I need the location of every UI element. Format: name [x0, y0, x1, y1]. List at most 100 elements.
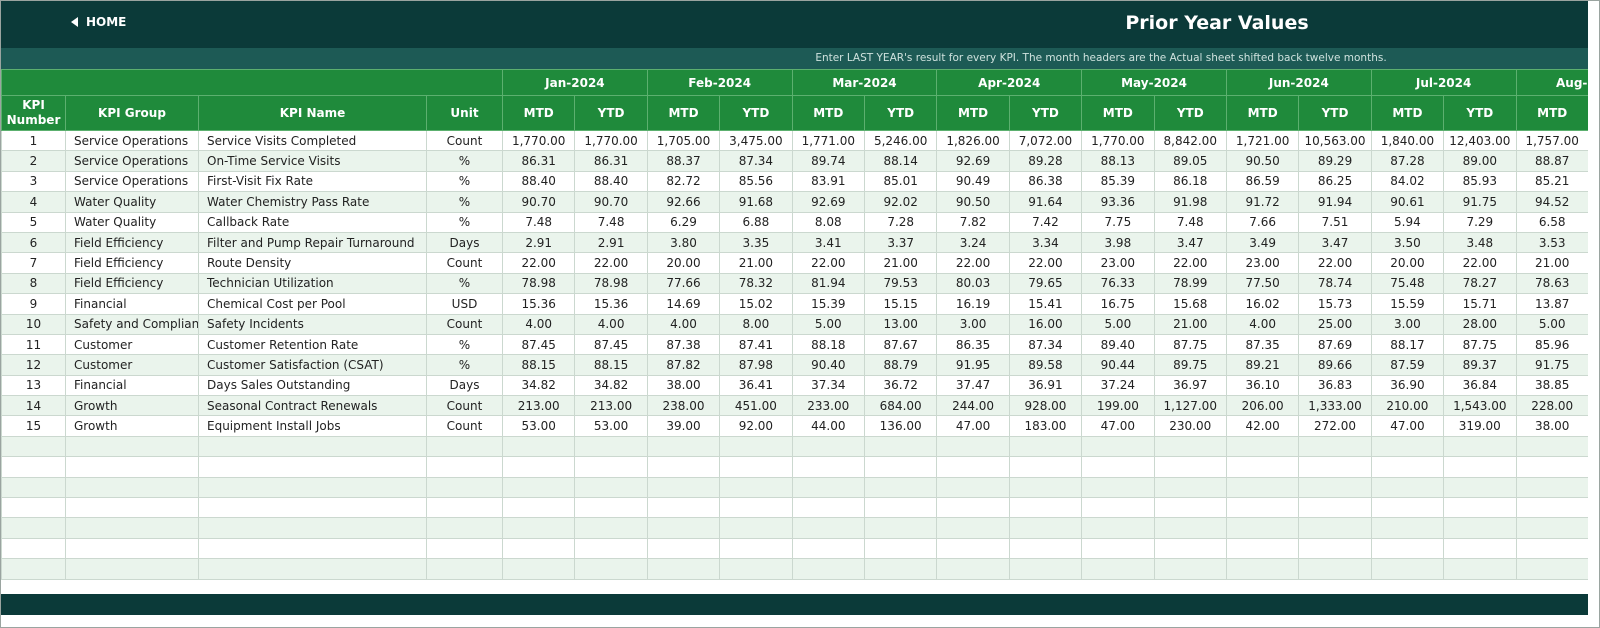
value-cell: 16.02 — [1225, 293, 1300, 315]
value-cell: 85.56 — [719, 170, 793, 193]
empty-cell — [1008, 435, 1083, 458]
column-header: YTD — [1298, 95, 1372, 131]
empty-cell — [936, 517, 1010, 539]
value-cell: 34.82 — [574, 374, 648, 397]
unit: % — [426, 333, 503, 356]
value-cell: 22.00 — [501, 252, 576, 274]
empty-cell — [863, 517, 938, 539]
value-cell: 90.50 — [1225, 150, 1300, 172]
value-cell: 85.96 — [1515, 333, 1588, 356]
value-cell: 684.00 — [863, 395, 938, 417]
kpi-number: 11 — [1, 333, 66, 356]
value-cell: 15.68 — [1153, 293, 1227, 315]
empty-cell — [1298, 435, 1372, 458]
empty-cell — [719, 456, 793, 478]
value-cell: 91.72 — [1225, 191, 1300, 213]
value-cell: 3.00 — [936, 313, 1010, 335]
value-cell: 82.72 — [646, 170, 721, 193]
value-cell: 89.29 — [1298, 150, 1372, 172]
value-cell: 79.53 — [863, 272, 938, 295]
empty-cell — [1225, 497, 1300, 519]
home-label[interactable]: HOME — [86, 15, 127, 29]
value-cell: 91.75 — [1515, 354, 1588, 376]
bottom-bar — [1, 594, 1588, 615]
value-cell: 21.00 — [1515, 252, 1588, 274]
empty-cell — [719, 517, 793, 539]
value-cell: 15.02 — [719, 293, 793, 315]
data-row: 7 Field Efficiency Route Density Count 22.00… — [1, 252, 1588, 274]
empty-cell — [1515, 435, 1588, 458]
value-cell: 4.00 — [574, 313, 648, 335]
empty-cell — [1515, 558, 1588, 580]
empty-cell — [1298, 497, 1372, 519]
column-header: MTD — [936, 95, 1010, 131]
empty-cell — [1443, 558, 1517, 580]
value-cell: 14.69 — [646, 293, 721, 315]
value-cell: 88.40 — [574, 170, 648, 193]
value-cell: 92.02 — [863, 191, 938, 213]
empty-cell — [1, 476, 66, 499]
empty-cell — [1370, 558, 1445, 580]
value-cell: 89.05 — [1153, 150, 1227, 172]
column-header: Unit — [426, 95, 503, 131]
value-cell: 8.00 — [719, 313, 793, 335]
value-cell: 16.00 — [1008, 313, 1083, 335]
value-cell: 206.00 — [1225, 395, 1300, 417]
value-cell: 88.15 — [501, 354, 576, 376]
value-cell: 7.48 — [501, 211, 576, 233]
empty-cell — [426, 497, 503, 519]
value-cell: 88.79 — [863, 354, 938, 376]
unit: Days — [426, 374, 503, 397]
empty-cell — [1153, 476, 1227, 499]
kpi-group: Financial — [65, 293, 199, 315]
value-cell: 213.00 — [501, 395, 576, 417]
value-cell: 28.00 — [1443, 313, 1517, 335]
value-cell: 92.69 — [791, 191, 865, 213]
value-cell: 90.49 — [936, 170, 1010, 193]
value-cell: 3.50 — [1370, 231, 1445, 254]
value-cell: 3.37 — [863, 231, 938, 254]
empty-cell — [574, 435, 648, 458]
value-cell: 22.00 — [1008, 252, 1083, 274]
kpi-number: 12 — [1, 354, 66, 376]
empty-cell — [426, 517, 503, 539]
empty-cell — [1225, 435, 1300, 458]
empty-cell — [198, 435, 427, 458]
empty-cell — [426, 558, 503, 580]
value-cell: 87.34 — [719, 150, 793, 172]
kpi-group: Service Operations — [65, 150, 199, 172]
value-cell: 13.87 — [1515, 293, 1588, 315]
value-cell: 86.35 — [936, 333, 1010, 356]
value-cell: 78.27 — [1443, 272, 1517, 295]
kpi-number: 10 — [1, 313, 66, 335]
empty-cell — [1008, 476, 1083, 499]
value-cell: 88.87 — [1515, 150, 1588, 172]
kpi-name: Customer Retention Rate — [198, 333, 427, 356]
back-icon — [71, 17, 78, 27]
value-cell: 13.00 — [863, 313, 938, 335]
value-cell: 88.13 — [1081, 150, 1155, 172]
empty-cell — [1008, 517, 1083, 539]
empty-cell — [65, 456, 199, 478]
empty-cell — [1081, 537, 1155, 560]
empty-cell — [1225, 517, 1300, 539]
value-cell: 21.00 — [1153, 313, 1227, 335]
home-button[interactable]: HOME — [71, 15, 126, 29]
value-cell: 22.00 — [936, 252, 1010, 274]
value-cell: 22.00 — [1443, 252, 1517, 274]
value-cell: 233.00 — [791, 395, 865, 417]
value-cell: 3.35 — [719, 231, 793, 254]
kpi-number: 6 — [1, 231, 66, 254]
month-header-row: Jan-2024 Feb-2024 Mar-2024 Apr-2024 May-2024… — [1, 69, 1588, 96]
value-cell: 4.00 — [646, 313, 721, 335]
value-cell: 36.90 — [1370, 374, 1445, 397]
empty-cell — [1370, 497, 1445, 519]
value-cell: 87.34 — [1008, 333, 1083, 356]
kpi-number: 5 — [1, 211, 66, 233]
value-cell: 36.97 — [1153, 374, 1227, 397]
data-row: 12 Customer Customer Satisfaction (CSAT)% 8… — [1, 354, 1588, 376]
value-cell: 78.74 — [1298, 272, 1372, 295]
value-cell: 89.00 — [1443, 150, 1517, 172]
value-cell: 91.94 — [1298, 191, 1372, 213]
value-cell: 22.00 — [1298, 252, 1372, 274]
